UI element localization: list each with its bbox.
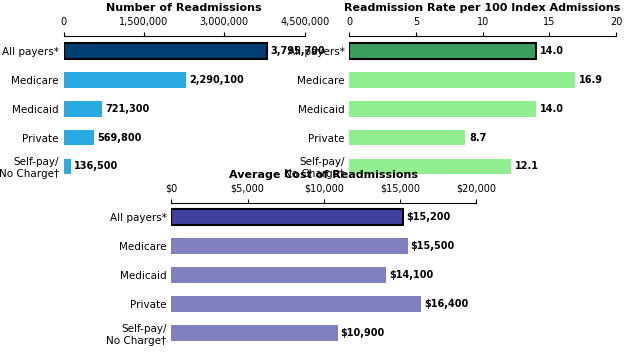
Text: 3,795,700: 3,795,700 <box>270 46 324 56</box>
Bar <box>349 101 536 117</box>
Bar <box>64 130 94 146</box>
Text: 16.9: 16.9 <box>578 75 603 85</box>
Text: 136,500: 136,500 <box>74 161 118 172</box>
Text: 2,290,100: 2,290,100 <box>189 75 244 85</box>
Text: $14,100: $14,100 <box>389 270 434 280</box>
Text: $10,900: $10,900 <box>340 328 385 338</box>
Bar <box>64 72 186 88</box>
Title: Average Cost of Readmissions: Average Cost of Readmissions <box>229 170 418 180</box>
Bar <box>349 43 536 59</box>
Bar <box>171 325 338 341</box>
Text: 8.7: 8.7 <box>469 132 486 143</box>
Text: $15,200: $15,200 <box>406 212 450 222</box>
Title: Readmission Rate per 100 Index Admissions: Readmission Rate per 100 Index Admission… <box>344 3 621 13</box>
Bar <box>64 43 267 59</box>
Bar <box>171 209 403 225</box>
Text: $15,500: $15,500 <box>411 241 455 251</box>
Text: 569,800: 569,800 <box>97 132 142 143</box>
Bar <box>349 159 511 174</box>
Bar <box>171 267 386 283</box>
Text: 12.1: 12.1 <box>514 161 538 172</box>
Bar <box>171 296 422 312</box>
Bar <box>171 238 408 254</box>
Bar <box>349 130 465 146</box>
Bar <box>349 72 575 88</box>
Bar <box>64 101 102 117</box>
Text: 721,300: 721,300 <box>105 104 149 114</box>
Text: $16,400: $16,400 <box>424 299 469 309</box>
Bar <box>64 159 71 174</box>
Title: Number of Readmissions: Number of Readmissions <box>106 3 262 13</box>
Text: 14.0: 14.0 <box>540 46 564 56</box>
Text: 14.0: 14.0 <box>540 104 564 114</box>
